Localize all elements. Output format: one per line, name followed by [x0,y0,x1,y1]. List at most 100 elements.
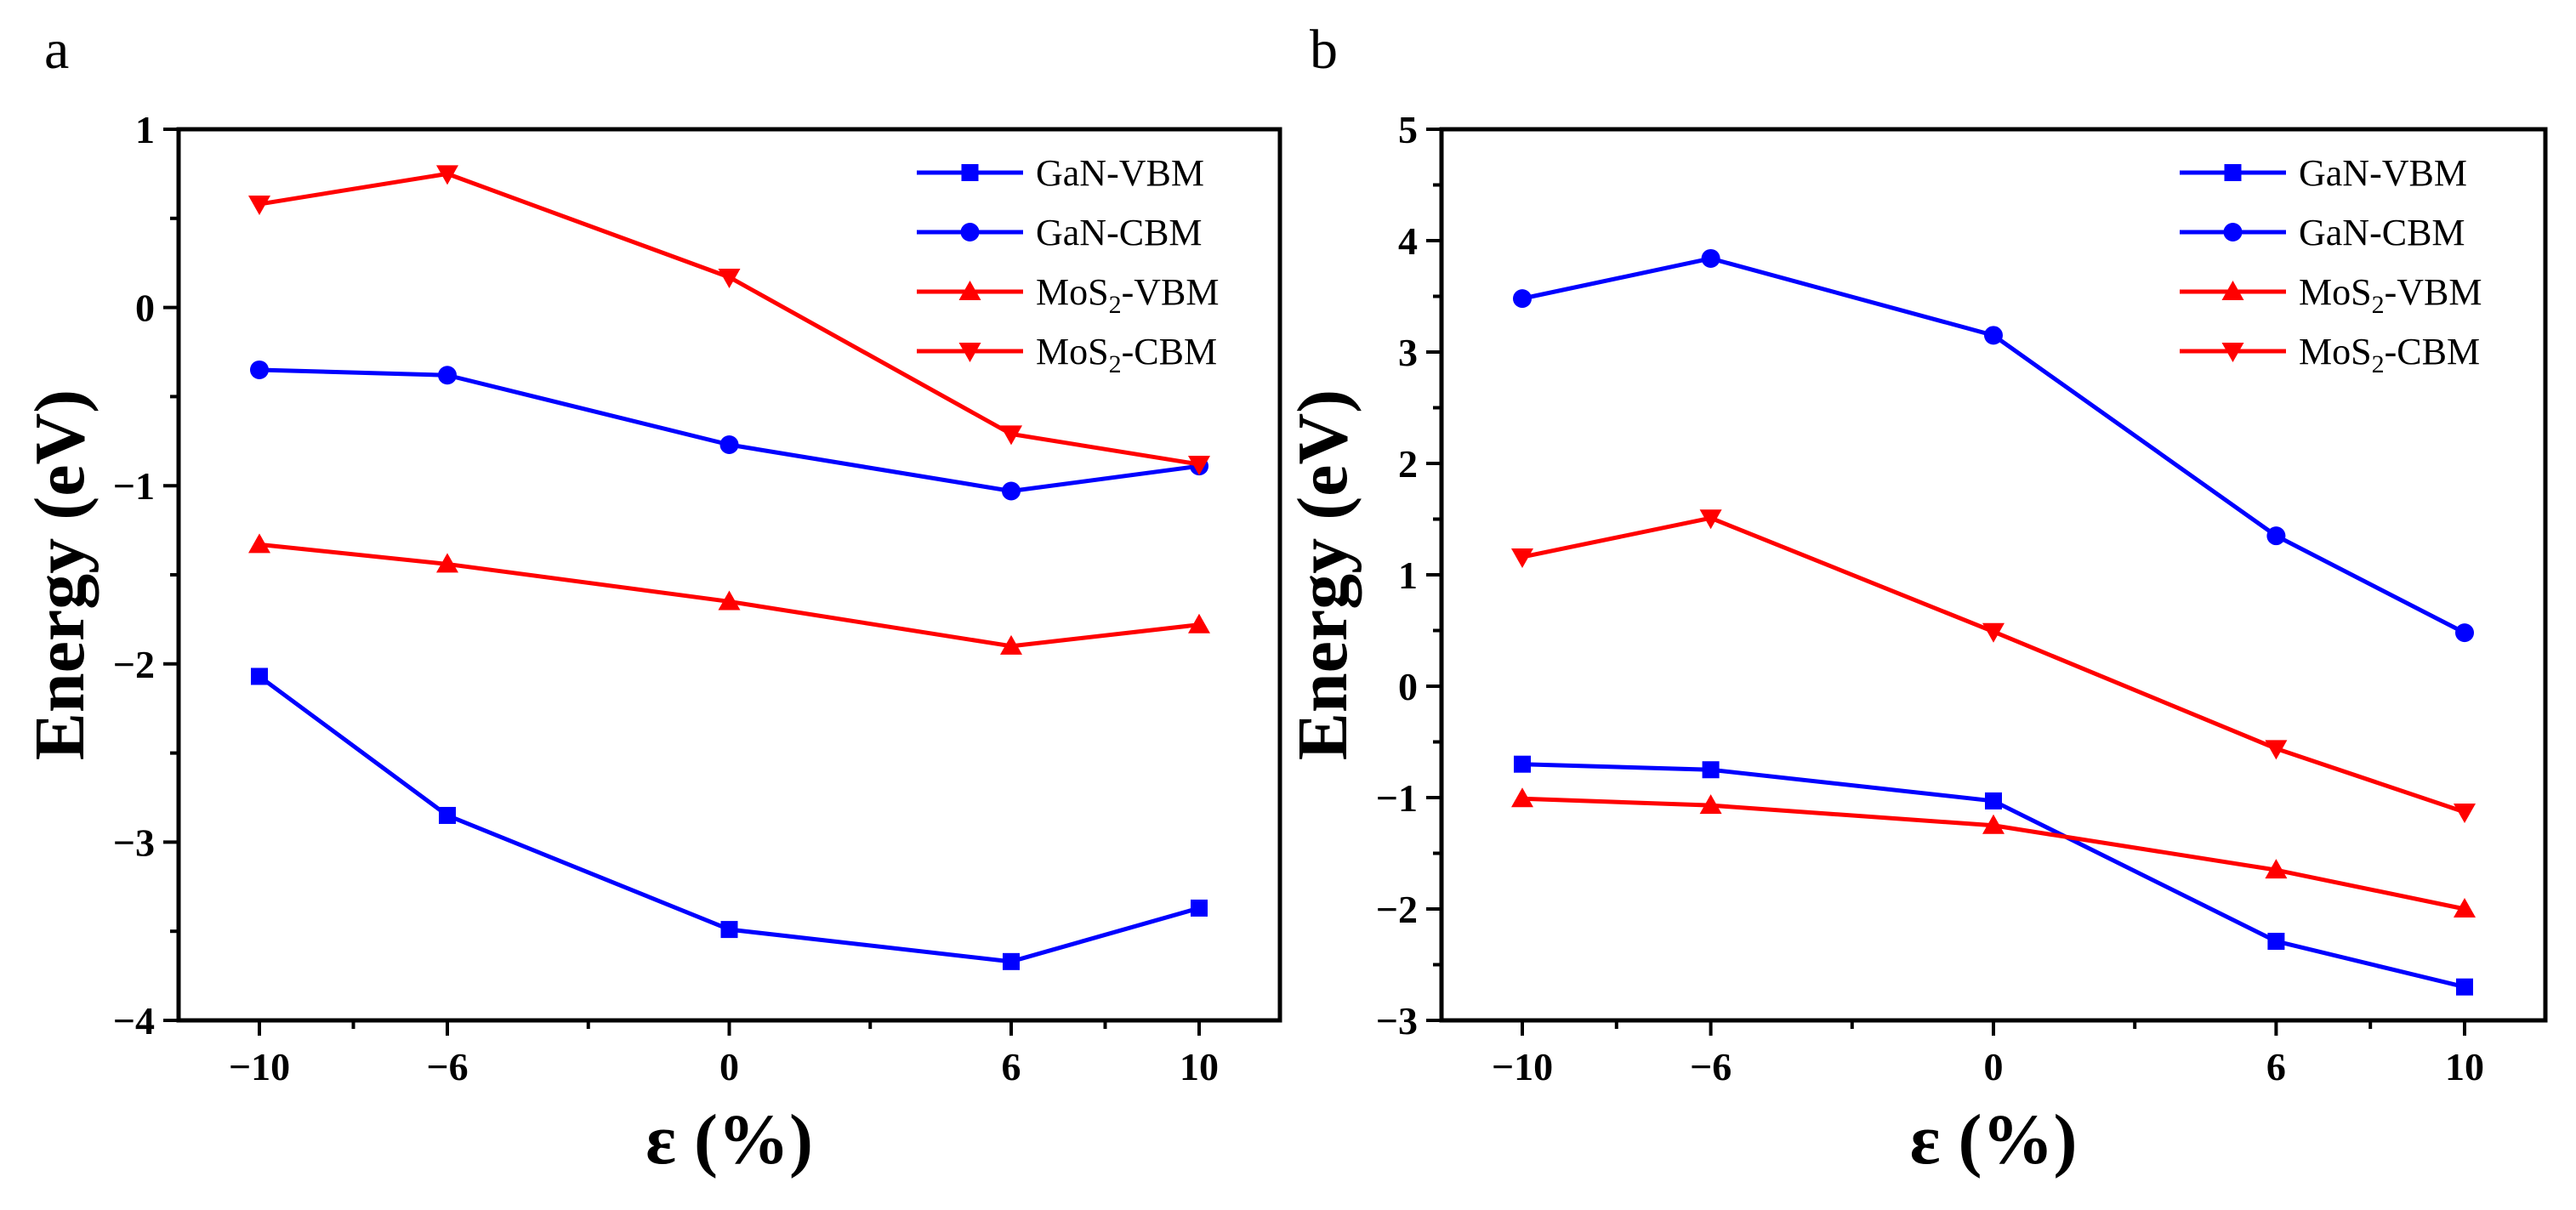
series-mos2-vbm [248,533,1210,655]
series-gan-cbm [250,360,1208,501]
y-tick-label: −3 [113,821,155,864]
legend-label: GaN-VBM [1036,152,1204,194]
y-tick-label: −1 [113,464,155,508]
legend-marker [2224,164,2242,181]
data-point [1511,787,1533,808]
y-tick-label: 5 [1398,108,1418,151]
data-point [1188,456,1210,476]
data-point [248,533,270,554]
data-point [718,268,741,288]
data-point [436,553,458,573]
data-point [1000,634,1022,655]
legend-label: GaN-CBM [2299,212,2465,253]
x-tick-label: −6 [1690,1045,1732,1088]
y-tick-label: 2 [1398,442,1418,486]
y-tick-label: 0 [135,287,155,330]
data-point [1985,792,2002,810]
x-axis-title: ε (%) [645,1100,813,1179]
data-point [2454,898,2476,917]
x-tick-label: 10 [2445,1045,2484,1088]
series-mos2-cbm [1511,509,2476,824]
data-point [719,435,739,454]
panel-letter: b [1310,19,1338,81]
data-point [1511,548,1533,569]
y-tick-label: 4 [1398,219,1418,263]
data-point [1191,899,1208,917]
plot-frame [176,127,1282,1023]
series-line [1521,256,2466,635]
x-tick-label: 0 [1984,1045,2004,1088]
x-tick-label: −10 [1492,1045,1553,1088]
legend-marker [2223,223,2243,241]
data-point [2454,804,2476,824]
data-point [2455,623,2474,643]
legend-marker [958,281,981,300]
y-tick-label: 0 [1398,665,1418,708]
data-point [1701,248,1720,268]
legend-label: GaN-CBM [1036,212,1203,253]
data-point [438,366,457,385]
data-point [2267,932,2285,950]
x-tick-label: 6 [1002,1045,1021,1088]
data-point [1188,613,1210,633]
data-point [2265,859,2288,879]
x-tick-label: 6 [2266,1045,2286,1088]
y-tick-label: 1 [1398,554,1418,597]
data-point [1514,755,1531,773]
legend-entry: GaN-VBM [2180,152,2467,194]
data-point [718,590,741,611]
x-axis-title: ε (%) [1910,1100,2078,1179]
data-point [439,806,456,824]
y-tick-label: 1 [135,108,155,151]
y-axis-title: Energy (eV) [1283,389,1362,760]
data-point [248,196,270,216]
data-point [1982,814,2005,834]
legend-entry: MoS2-CBM [2180,331,2480,378]
x-tick-label: −6 [426,1045,468,1088]
x-tick-label: 10 [1180,1045,1219,1088]
legend-entry: GaN-CBM [2180,212,2465,253]
data-point [1984,326,2003,345]
data-point [1513,289,1532,309]
legend-entry: MoS2-VBM [917,271,1220,319]
y-axis-title: Energy (eV) [20,389,100,760]
y-tick-label: −3 [1376,999,1418,1042]
series-line [258,674,1200,964]
data-point [1702,761,1720,779]
legend-entry: MoS2-VBM [2180,271,2482,319]
series-gan-vbm [1514,755,2473,996]
data-point [720,921,738,939]
data-point [1002,481,1021,501]
legend-entry: GaN-CBM [917,212,1203,253]
data-point [436,165,458,185]
data-point [250,360,269,379]
legend-marker [960,223,980,241]
series-mos2-cbm [248,165,1210,476]
y-tick-label: −4 [113,999,155,1042]
y-tick-label: 3 [1398,331,1418,374]
series-gan-vbm [251,667,1208,970]
data-point [251,667,268,685]
legend-label: MoS2-CBM [1036,331,1217,378]
legend-label: MoS2-CBM [2299,331,2480,378]
legend-label: GaN-VBM [2299,152,2467,194]
legend-marker [958,343,981,362]
data-point [1699,509,1722,530]
series-mos2-vbm [1511,787,2476,917]
data-point [1699,794,1722,815]
legend-marker [2221,343,2244,362]
series-line [259,367,1200,493]
x-tick-label: 0 [719,1045,739,1088]
data-point [2265,740,2288,760]
legend-entry: MoS2-CBM [917,331,1217,378]
legend-marker [2221,281,2244,300]
panel-letter: a [44,19,69,81]
x-tick-label: −10 [229,1045,290,1088]
y-tick-label: −2 [1376,888,1418,931]
data-point [2456,978,2473,996]
data-point [1003,952,1020,970]
y-tick-label: −1 [1376,776,1418,820]
